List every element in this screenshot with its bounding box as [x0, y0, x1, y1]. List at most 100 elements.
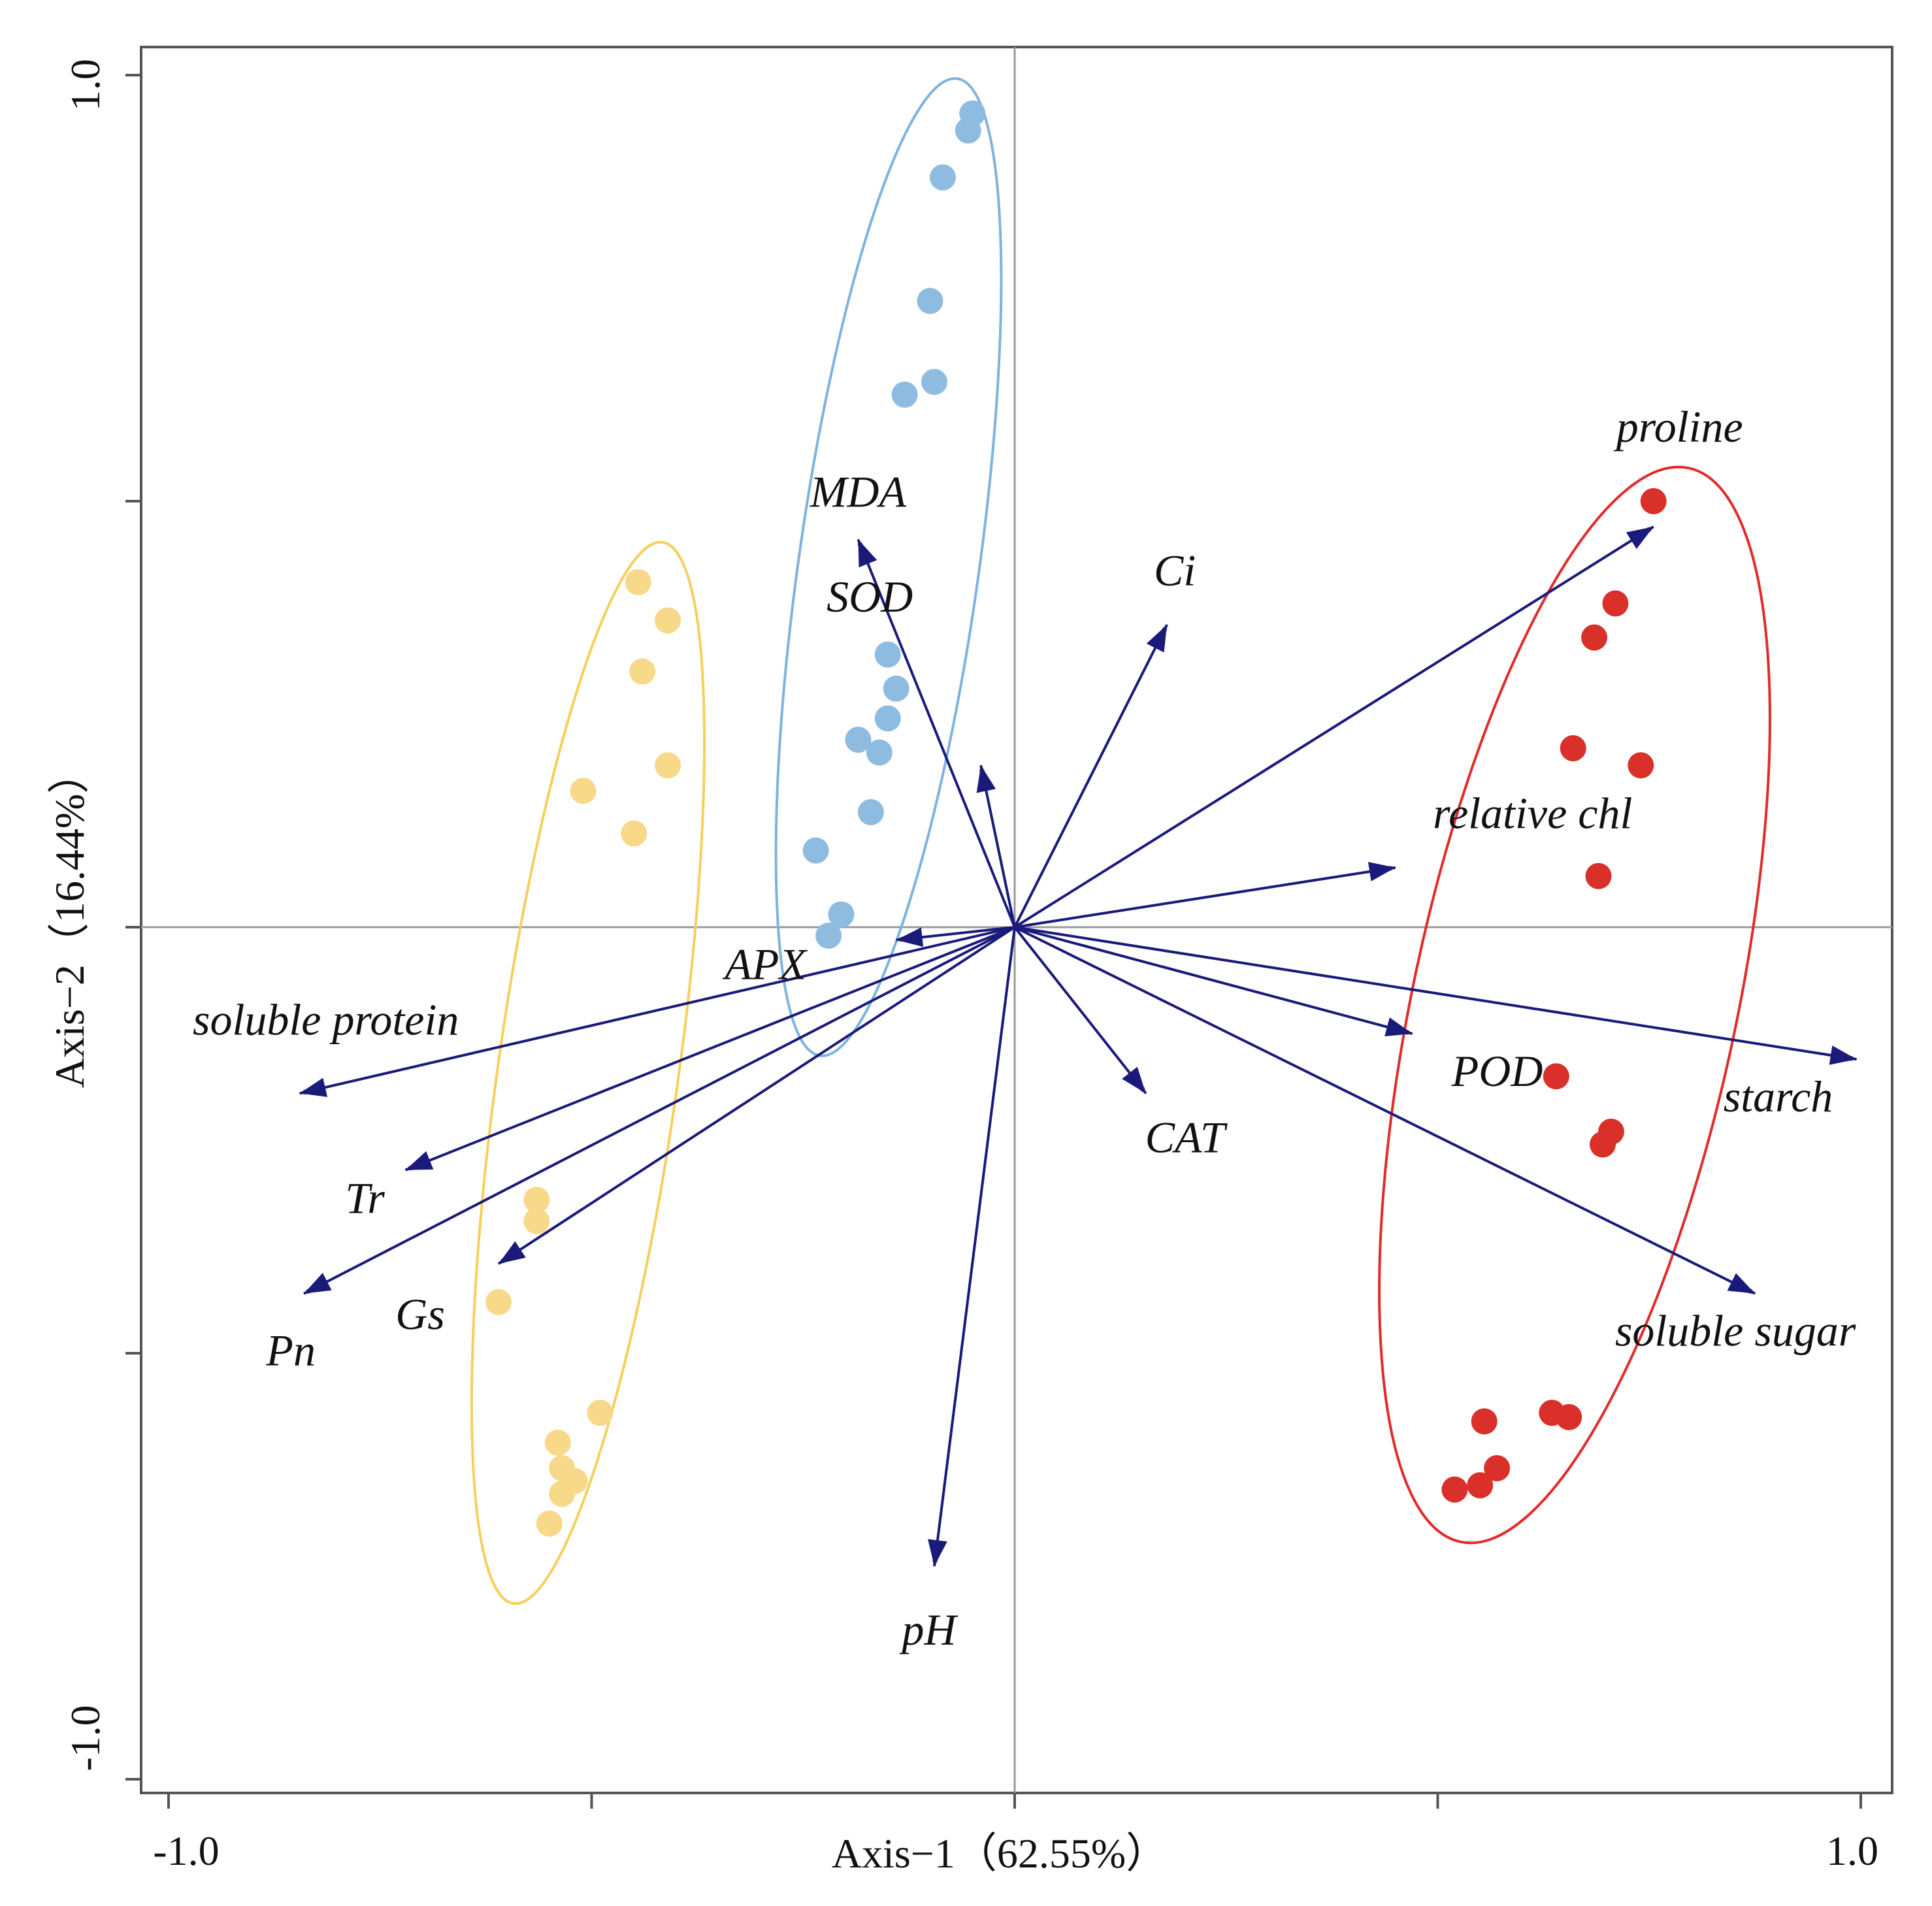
label-sod: SOD — [827, 572, 913, 621]
arrow-pod — [1014, 926, 1413, 1035]
point-blue-group-6 — [874, 641, 901, 668]
point-blue-group-4 — [921, 369, 947, 395]
point-yellow-group-14 — [536, 1510, 563, 1537]
arrow-sod — [979, 764, 1016, 928]
point-red-group-1 — [1602, 590, 1629, 617]
point-blue-group-12 — [802, 837, 829, 864]
point-blue-group-1 — [955, 117, 981, 144]
arrowhead-gs — [499, 1241, 526, 1264]
point-red-group-2 — [1581, 624, 1608, 651]
arrow-mda — [857, 538, 1016, 928]
arrowhead-soluble-sugar — [1727, 1273, 1756, 1294]
x-tick-label-max: 1.0 — [1826, 1828, 1878, 1874]
variable-labels: MDA Ci proline SOD relative chl APX soluble pr… — [193, 402, 1856, 1654]
y-tick-label-max: 1.0 — [62, 59, 108, 111]
label-soluble-sugar: soluble sugar — [1615, 1306, 1856, 1356]
point-blue-group-7 — [883, 675, 909, 702]
point-blue-group-14 — [815, 923, 842, 949]
arrowhead-tr — [405, 1151, 434, 1170]
label-soluble-protein: soluble protein — [193, 994, 459, 1044]
point-blue-group-3 — [917, 288, 943, 314]
x-axis-title: Axis−1（62.55%） — [832, 1830, 1168, 1877]
arrow-tr — [404, 926, 1015, 1172]
plot-frame — [140, 46, 1893, 1794]
label-ph: pH — [899, 1605, 958, 1654]
arrowhead-pod — [1384, 1017, 1413, 1037]
label-tr: Tr — [345, 1174, 385, 1223]
arrowhead-mda — [858, 539, 877, 568]
point-blue-group-5 — [891, 382, 918, 408]
point-yellow-group-8 — [485, 1289, 512, 1315]
arrowhead-pn — [304, 1273, 332, 1294]
label-relative-chl: relative chl — [1433, 789, 1632, 838]
point-blue-group-10 — [866, 739, 892, 766]
arrow-relative-chl — [1014, 866, 1396, 928]
point-red-group-4 — [1628, 752, 1654, 779]
arrow-soluble-sugar — [1014, 926, 1756, 1295]
point-red-group-10 — [1556, 1404, 1582, 1430]
point-yellow-group-0 — [625, 568, 651, 595]
variable-arrows — [299, 525, 1858, 1567]
arrow-pn — [303, 926, 1015, 1295]
label-gs: Gs — [395, 1289, 445, 1339]
point-blue-group-11 — [857, 798, 884, 825]
point-red-group-0 — [1640, 488, 1667, 514]
arrow-starch — [1014, 926, 1858, 1061]
point-yellow-group-2 — [629, 658, 656, 685]
point-yellow-group-5 — [621, 820, 647, 847]
arrowhead-cat — [1122, 1066, 1146, 1094]
point-yellow-group-7 — [523, 1208, 550, 1234]
label-ci: Ci — [1154, 546, 1196, 595]
point-yellow-group-1 — [655, 607, 681, 634]
point-yellow-group-4 — [570, 778, 597, 804]
point-red-group-3 — [1560, 735, 1586, 762]
arrow-gs — [497, 926, 1016, 1265]
label-proline: proline — [1614, 402, 1743, 452]
sample-points — [485, 100, 1667, 1537]
label-pod: POD — [1451, 1046, 1543, 1096]
arrow-ci — [1013, 624, 1168, 928]
arrowhead-proline — [1626, 527, 1654, 550]
point-red-group-6 — [1543, 1063, 1569, 1090]
x-axis-ticks — [167, 1793, 1862, 1809]
blue-group-ellipse — [774, 77, 1003, 1057]
label-mda: MDA — [810, 467, 907, 517]
point-red-group-11 — [1471, 1408, 1498, 1435]
label-apx: APX — [722, 940, 808, 989]
point-yellow-group-3 — [655, 752, 681, 779]
point-red-group-5 — [1585, 863, 1612, 889]
point-yellow-group-13 — [549, 1481, 576, 1507]
point-blue-group-9 — [845, 727, 872, 753]
arrow-proline — [1013, 525, 1654, 928]
x-tick-label-min: -1.0 — [153, 1828, 219, 1874]
point-yellow-group-9 — [587, 1400, 614, 1426]
arrowhead-relative-chl — [1367, 862, 1396, 881]
point-red-group-14 — [1441, 1476, 1468, 1503]
point-blue-group-2 — [929, 164, 956, 191]
label-cat: CAT — [1145, 1112, 1228, 1162]
arrow-soluble-protein — [299, 926, 1015, 1095]
arrow-ph — [932, 927, 1016, 1567]
arrowhead-soluble-protein — [299, 1077, 328, 1097]
arrowhead-sod — [976, 765, 996, 793]
yellow-group-ellipse — [470, 540, 706, 1605]
point-yellow-group-10 — [544, 1429, 571, 1456]
arrowhead-starch — [1829, 1045, 1857, 1065]
y-axis-ticks — [125, 74, 141, 1781]
point-red-group-8 — [1590, 1131, 1616, 1158]
point-red-group-12 — [1484, 1455, 1511, 1482]
point-yellow-group-6 — [523, 1187, 550, 1213]
arrowhead-apx — [896, 927, 924, 947]
point-blue-group-8 — [874, 705, 901, 732]
label-starch: starch — [1724, 1072, 1833, 1121]
arrow-cat — [1013, 926, 1147, 1094]
point-blue-group-13 — [828, 901, 855, 928]
arrowhead-ci — [1146, 625, 1168, 653]
point-red-group-13 — [1467, 1472, 1494, 1499]
arrowhead-ph — [928, 1539, 947, 1566]
label-pn: Pn — [265, 1326, 316, 1375]
red-group-ellipse — [1378, 465, 1771, 1545]
y-tick-label-min: -1.0 — [62, 1705, 108, 1771]
y-axis-title: Axis−2（16.44%） — [46, 752, 93, 1088]
